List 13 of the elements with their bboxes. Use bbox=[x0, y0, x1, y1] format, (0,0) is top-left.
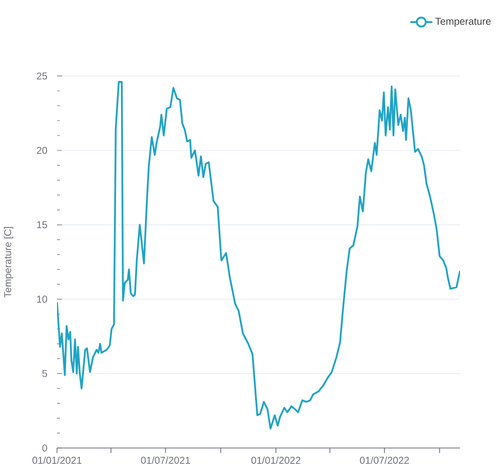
y-axis-title: Temperature [C] bbox=[4, 226, 14, 298]
x-tick-label: 01/01/2021 bbox=[32, 456, 82, 464]
y-tick-label: 10 bbox=[37, 296, 48, 303]
x-tick-label: 01/01/2022 bbox=[251, 456, 300, 464]
y-tick-label: 5 bbox=[42, 370, 48, 378]
line-series bbox=[57, 81, 460, 430]
y-tick-label: 20 bbox=[36, 146, 48, 154]
legend-label: Temperature bbox=[435, 18, 491, 27]
x-tick-label: 01/07/2022 bbox=[360, 456, 409, 464]
x-tick-label: 01/07/2021 bbox=[141, 456, 190, 464]
y-tick-label: 15 bbox=[37, 221, 48, 228]
y-tick-label: 0 bbox=[42, 444, 48, 452]
y-tick-label: 25 bbox=[36, 72, 48, 80]
